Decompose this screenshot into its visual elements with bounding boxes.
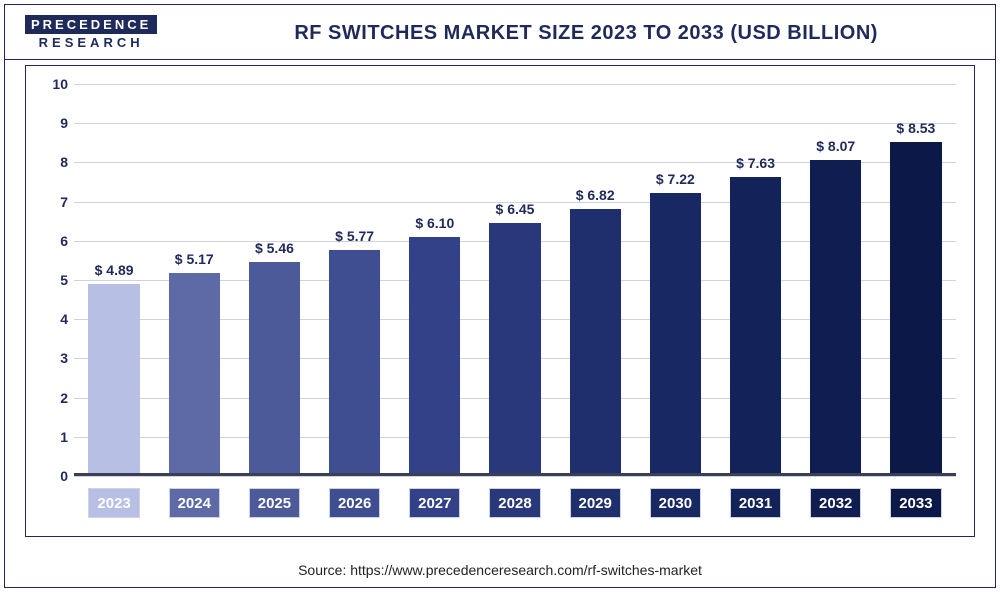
bar-slot: $ 5.17 (154, 84, 234, 476)
bar-slot: $ 8.53 (876, 84, 956, 476)
x-tick-label: 2023 (88, 488, 139, 518)
x-tick-label: 2028 (489, 488, 540, 518)
bar-slot: $ 6.45 (475, 84, 555, 476)
bar-value-label: $ 7.22 (635, 171, 715, 187)
bar (409, 237, 460, 476)
y-tick-label: 1 (44, 429, 68, 445)
y-tick-label: 9 (44, 115, 68, 131)
x-tick-label: 2024 (169, 488, 220, 518)
bar (249, 262, 300, 476)
x-tick-label: 2032 (810, 488, 861, 518)
x-tick-label: 2026 (329, 488, 380, 518)
bar-value-label: $ 8.53 (876, 120, 956, 136)
bar-value-label: $ 6.10 (395, 215, 475, 231)
bar (329, 250, 380, 476)
bar-slot: $ 7.63 (715, 84, 795, 476)
y-tick-label: 8 (44, 154, 68, 170)
bar-value-label: $ 7.63 (715, 155, 795, 171)
bar (890, 142, 941, 476)
y-tick-label: 10 (44, 76, 68, 92)
source-text: Source: https://www.precedenceresearch.c… (0, 562, 1000, 578)
logo-top: PRECEDENCE (25, 15, 157, 34)
y-tick-label: 3 (44, 350, 68, 366)
bar (169, 273, 220, 476)
y-tick-label: 7 (44, 194, 68, 210)
chart-title: RF SWITCHES MARKET SIZE 2023 TO 2033 (US… (197, 22, 975, 45)
x-tick-label: 2033 (890, 488, 941, 518)
gridline (74, 476, 956, 477)
bar-slot: $ 6.10 (395, 84, 475, 476)
header: PRECEDENCE RESEARCH RF SWITCHES MARKET S… (5, 5, 995, 60)
chart-container: 012345678910 $ 4.89$ 5.17$ 5.46$ 5.77$ 6… (25, 65, 975, 537)
bar-value-label: $ 5.77 (315, 228, 395, 244)
bar-slot: $ 6.82 (555, 84, 635, 476)
x-tick-label: 2030 (650, 488, 701, 518)
bar-value-label: $ 5.46 (234, 240, 314, 256)
bar-value-label: $ 4.89 (74, 262, 154, 278)
logo-bottom: RESEARCH (25, 34, 157, 51)
bar-value-label: $ 5.17 (154, 251, 234, 267)
y-tick-label: 2 (44, 390, 68, 406)
x-axis: 2023 2024 2025 2026 2027 2028 2029 2030 2031 2032… (74, 488, 956, 522)
bar (650, 193, 701, 476)
x-tick-label: 2027 (409, 488, 460, 518)
y-tick-label: 5 (44, 272, 68, 288)
y-tick-label: 6 (44, 233, 68, 249)
bar-slot: $ 8.07 (796, 84, 876, 476)
bar (489, 223, 540, 476)
bar-slot: $ 7.22 (635, 84, 715, 476)
bar-value-label: $ 6.82 (555, 187, 635, 203)
y-tick-label: 4 (44, 311, 68, 327)
bar-value-label: $ 8.07 (796, 138, 876, 154)
bar-slot: $ 5.77 (315, 84, 395, 476)
bar (810, 160, 861, 476)
x-tick-label: 2025 (249, 488, 300, 518)
bar-value-label: $ 6.45 (475, 201, 555, 217)
bar-slot: $ 5.46 (234, 84, 314, 476)
bars-group: $ 4.89$ 5.17$ 5.46$ 5.77$ 6.10$ 6.45$ 6.… (74, 84, 956, 476)
x-tick-label: 2029 (570, 488, 621, 518)
logo: PRECEDENCE RESEARCH (25, 15, 157, 51)
bar-slot: $ 4.89 (74, 84, 154, 476)
bar (570, 209, 621, 476)
plot-area: 012345678910 $ 4.89$ 5.17$ 5.46$ 5.77$ 6… (74, 84, 956, 476)
outer-border: PRECEDENCE RESEARCH RF SWITCHES MARKET S… (4, 4, 996, 588)
x-tick-label: 2031 (730, 488, 781, 518)
x-baseline (74, 473, 956, 476)
bar (730, 177, 781, 476)
y-tick-label: 0 (44, 468, 68, 484)
bar (88, 284, 139, 476)
